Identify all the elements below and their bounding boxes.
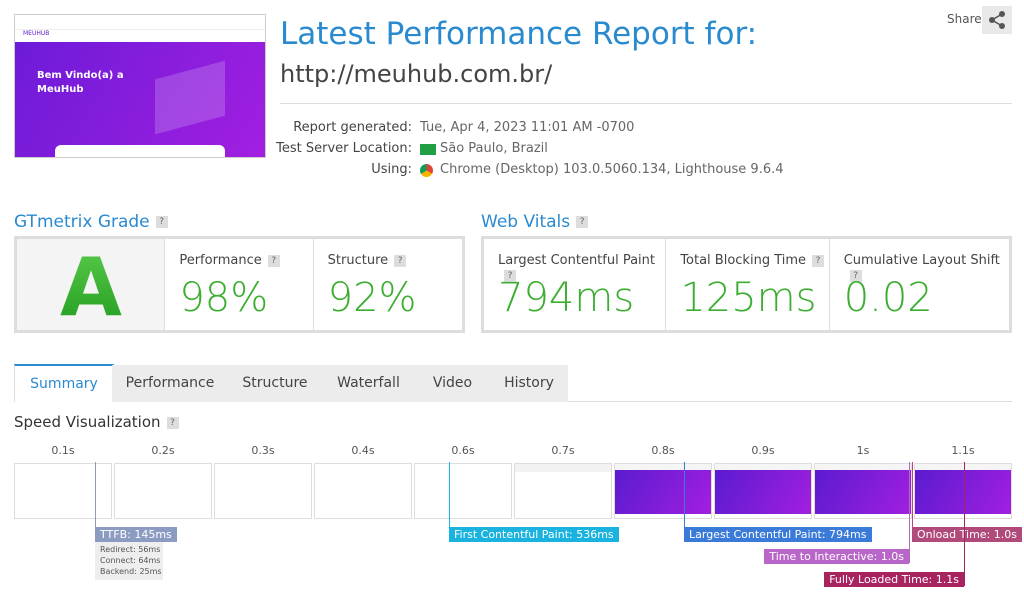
speed-heading: Speed Visualization? [14,413,179,431]
ttfb-detail: Connect: 64ms [100,556,161,565]
time-label: 1.1s [951,444,975,457]
time-label: 0.6s [451,444,475,457]
thumb-card [55,145,225,157]
tab[interactable]: Structure [228,365,322,402]
ttfb-detail: Backend: 25ms [100,567,162,576]
frame-shot [615,464,711,470]
marker-line [909,462,910,563]
filmstrip-frame [414,463,512,519]
frame-shot [915,470,1011,514]
filmstrip-frame [314,463,412,519]
filmstrip-frame [714,463,812,519]
report-label: Report generated: [293,120,412,135]
grade-letter: A [17,241,165,334]
metric-value: 125ms [680,275,817,321]
web-vitals-box: Largest Contentful Paint? 794ms Total Bloc… [481,236,1012,333]
filmstrip-frame [114,463,212,519]
frame-shot [915,464,1011,470]
report-label: Test Server Location: [276,141,412,156]
frame-shot [615,470,711,514]
marker-label: Onload Time: 1.0s [912,527,1022,542]
report-value: Chrome (Desktop) 103.0.5060.134, Lightho… [440,162,784,177]
frame-shot [715,470,811,514]
metric-label: Performance? [179,253,280,268]
marker-label: TTFB: 145ms [95,527,177,542]
frame-shot [515,464,611,472]
marker-line [95,462,96,578]
chrome-icon [420,164,433,177]
metric-value: 98% [179,275,269,321]
metric-value: 0.02 [843,275,933,321]
thumb-heading: Bem Vindo(a) a MeuHub [37,70,124,95]
report-label: Using: [371,162,412,177]
report-value: Tue, Apr 4, 2023 11:01 AM -0700 [420,120,635,135]
time-label: 1s [856,444,870,457]
filmstrip-frame [814,463,912,519]
frame-shot [815,464,911,470]
tab[interactable]: History [490,365,568,402]
marker-label: Fully Loaded Time: 1.1s [824,572,964,587]
ttfb-detail: Redirect: 56ms [100,545,161,554]
marker-label: First Contentful Paint: 536ms [449,527,619,542]
marker-line [684,462,685,541]
metric-value: 92% [327,275,417,321]
thumbnail[interactable]: MEUHUB Bem Vindo(a) a MeuHub [14,14,266,158]
tab[interactable]: Summary [14,364,114,402]
grade-box: A Performance? 98% Structure? 92% [14,236,465,334]
time-label: 0.9s [751,444,775,457]
time-label: 0.2s [151,444,175,457]
tab[interactable]: Waterfall [322,365,415,402]
thumb-illustration [155,60,225,135]
flag-icon [420,144,436,155]
report-value: São Paulo, Brazil [440,141,548,156]
marker-line [964,462,965,586]
filmstrip-frame [514,463,612,519]
metric-label: Structure? [328,253,407,268]
share-button[interactable] [982,6,1012,34]
tab[interactable]: Performance [112,365,228,402]
filmstrip-frame [14,463,112,519]
time-label: 0.4s [351,444,375,457]
thumb-logo: MEUHUB [15,29,265,42]
time-label: 0.8s [651,444,675,457]
filmstrip-frame [914,463,1012,519]
marker-line [912,462,913,541]
frame-shot [815,470,911,514]
share-label: Share [947,12,982,26]
time-label: 0.3s [251,444,275,457]
marker-label: Time to Interactive: 1.0s [764,549,909,564]
report-url: http://meuhub.com.br/ [280,60,553,88]
marker-line [449,462,450,541]
metric-label: Total Blocking Time? [680,253,825,268]
marker-label: Largest Contentful Paint: 794ms [684,527,872,542]
ttfb-details: Redirect: 56ms Connect: 64ms Backend: 25ms [95,542,163,580]
frame-shot [715,464,811,470]
grade-heading: GTmetrix Grade? [14,212,168,232]
time-label: 0.7s [551,444,575,457]
metric-label: Largest Contentful Paint? [498,253,656,282]
divider [280,103,1012,104]
report-title: Latest Performance Report for: [280,16,758,52]
time-label: 0.1s [51,444,75,457]
filmstrip-frame [614,463,712,519]
tab[interactable]: Video [415,365,490,402]
web-vitals-heading: Web Vitals? [481,212,589,232]
metric-label: Cumulative Layout Shift? [843,253,1000,282]
filmstrip-frame [214,463,312,519]
share-icon [989,11,1005,29]
metric-value: 794ms [498,275,635,321]
